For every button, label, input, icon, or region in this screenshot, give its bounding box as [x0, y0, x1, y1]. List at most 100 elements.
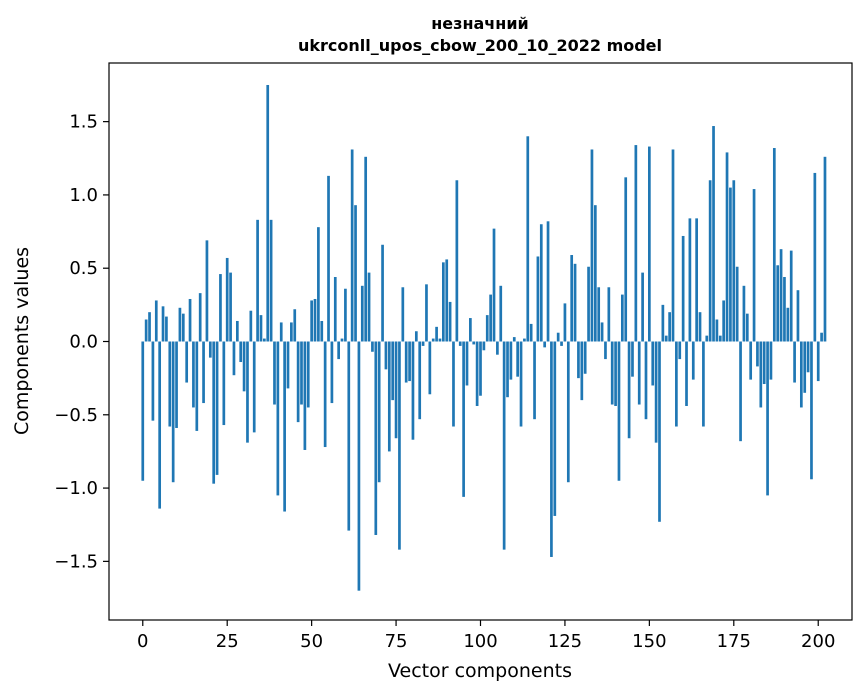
- bar-8: [168, 341, 172, 427]
- bar-117: [536, 256, 540, 342]
- bar-78: [404, 341, 408, 383]
- bar-44: [290, 322, 293, 342]
- bar-180: [749, 341, 753, 380]
- bar-61: [347, 341, 351, 531]
- bar-81: [414, 331, 418, 342]
- bar-57: [333, 277, 337, 342]
- bar-197: [806, 341, 810, 373]
- bar-161: [685, 341, 688, 406]
- bar-69: [374, 341, 378, 535]
- bar-77: [401, 287, 405, 342]
- bar-4: [154, 300, 158, 342]
- bar-110: [512, 337, 516, 342]
- bar-36: [263, 338, 266, 342]
- bar-192: [789, 250, 793, 342]
- bar-49: [306, 341, 310, 408]
- bar-187: [772, 148, 776, 342]
- bar-95: [462, 341, 465, 497]
- bar-28: [235, 320, 239, 342]
- bar-74: [391, 341, 395, 401]
- x-tick-label: 25: [216, 631, 239, 652]
- bar-153: [658, 341, 661, 522]
- bar-21: [212, 341, 216, 484]
- bar-20: [208, 341, 212, 358]
- bar-190: [783, 277, 786, 342]
- bar-66: [364, 156, 368, 342]
- bar-167: [705, 335, 709, 342]
- bar-23: [219, 274, 222, 342]
- bar-140: [614, 341, 617, 406]
- bar-132: [587, 266, 590, 342]
- bar-47: [300, 341, 303, 405]
- bar-26: [229, 272, 232, 342]
- bar-123: [556, 332, 560, 342]
- bar-84: [425, 284, 428, 342]
- x-tick-label: 200: [801, 631, 835, 652]
- plot-area: [108, 62, 853, 621]
- bar-155: [664, 335, 668, 342]
- bar-118: [539, 224, 543, 342]
- bar-73: [387, 341, 391, 452]
- bar-163: [691, 341, 695, 380]
- bar-148: [641, 272, 644, 342]
- bar-151: [651, 341, 655, 386]
- bar-39: [273, 341, 276, 405]
- bar-107: [502, 341, 506, 550]
- bar-111: [516, 341, 519, 377]
- bar-86: [431, 338, 435, 342]
- bar-106: [499, 285, 503, 342]
- bar-135: [597, 287, 601, 342]
- bar-112: [519, 341, 523, 427]
- bar-126: [566, 341, 570, 483]
- bar-96: [465, 341, 469, 386]
- bar-79: [408, 341, 411, 382]
- bar-115: [529, 323, 533, 342]
- bar-55: [327, 175, 330, 342]
- bar-143: [624, 177, 628, 342]
- chart-title-line-1: незначний: [431, 14, 529, 33]
- x-axis-ticks: 0 25 50 75 100 125 150 175 200: [137, 620, 835, 652]
- bar-85: [428, 341, 432, 395]
- bar-150: [648, 146, 651, 342]
- x-tick-label: 150: [632, 631, 666, 652]
- x-tick-label: 50: [300, 631, 323, 652]
- bar-58: [337, 341, 340, 360]
- bar-30: [242, 341, 246, 392]
- bar-56: [330, 341, 334, 404]
- bar-168: [708, 180, 712, 342]
- bar-65: [360, 285, 364, 342]
- bar-131: [583, 341, 587, 374]
- bar-51: [313, 298, 317, 342]
- bar-38: [269, 219, 273, 342]
- bar-176: [735, 266, 739, 342]
- bar-18: [202, 341, 205, 404]
- bar-102: [485, 315, 489, 342]
- bar-24: [222, 341, 226, 426]
- bar-119: [543, 341, 547, 348]
- bar-104: [492, 228, 496, 342]
- bar-62: [350, 149, 354, 342]
- bar-157: [671, 149, 675, 342]
- bar-94: [458, 341, 462, 346]
- bar-136: [600, 322, 604, 342]
- bar-63: [354, 205, 357, 342]
- bar-125: [563, 303, 567, 342]
- y-tick-label: −1.5: [54, 551, 98, 572]
- bar-11: [178, 307, 182, 342]
- bar-48: [303, 341, 307, 450]
- bar-199: [813, 172, 817, 342]
- bar-186: [769, 341, 773, 380]
- bar-15: [192, 341, 195, 408]
- bar-37: [266, 84, 270, 342]
- bar-3: [151, 341, 155, 421]
- bar-202: [823, 156, 827, 342]
- bar-120: [546, 221, 550, 342]
- bar-80: [411, 341, 415, 440]
- bar-158: [675, 341, 678, 427]
- bar-75: [394, 341, 398, 439]
- bar-134: [593, 205, 597, 342]
- bar-25: [225, 257, 229, 342]
- bar-127: [570, 255, 574, 342]
- bar-182: [756, 341, 759, 367]
